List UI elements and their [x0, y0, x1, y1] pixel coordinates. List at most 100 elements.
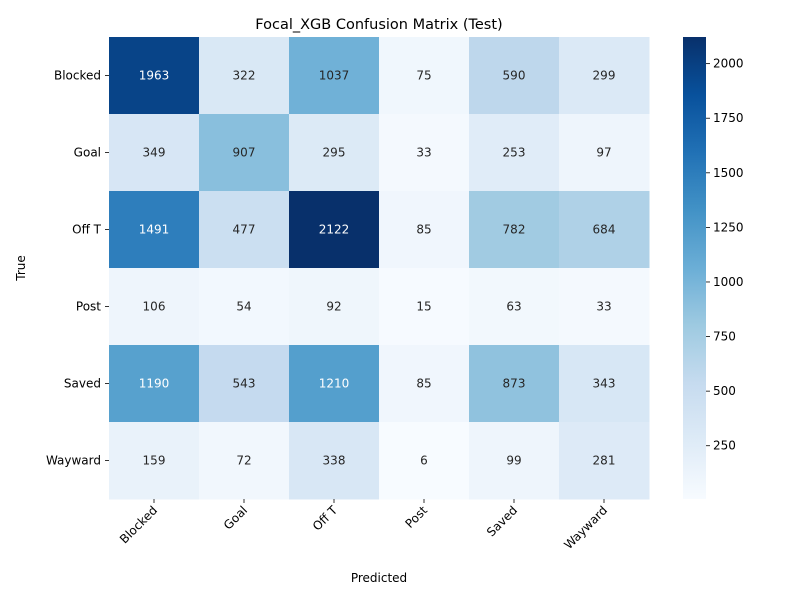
cell-value-label: 349	[143, 146, 166, 160]
x-tick-label: Saved	[484, 503, 520, 539]
cell-value-label: 299	[593, 69, 616, 83]
cell-value-label: 590	[503, 69, 526, 83]
heatmap-cell	[559, 268, 650, 346]
x-tick-label: Blocked	[117, 503, 160, 546]
y-axis-label: True	[14, 255, 28, 282]
y-tick-label: Saved	[64, 377, 101, 391]
x-tick-label: Post	[402, 503, 430, 531]
heatmap-cell	[289, 191, 380, 269]
x-tick-label: Goal	[221, 503, 250, 532]
cell-value-label: 54	[236, 300, 251, 314]
heatmap-cell	[199, 37, 290, 115]
colorbar-gradient	[683, 37, 706, 499]
colorbar-tick-label: 750	[713, 330, 736, 344]
cell-value-label: 281	[593, 454, 616, 468]
heatmap-cell	[469, 345, 560, 423]
heatmap-cell	[289, 268, 380, 346]
colorbar-tick-label: 1000	[713, 275, 744, 289]
x-tick-label: Wayward	[561, 503, 610, 552]
heatmap-cell	[559, 37, 650, 115]
heatmap-cell	[109, 422, 200, 500]
cell-value-label: 782	[503, 223, 526, 237]
heatmap-cell	[379, 37, 470, 115]
cell-value-label: 1190	[139, 377, 170, 391]
heatmap-cell	[109, 345, 200, 423]
cell-value-label: 99	[506, 454, 521, 468]
heatmap-cell	[559, 191, 650, 269]
heatmap-cell	[559, 345, 650, 423]
cell-value-label: 1491	[139, 223, 170, 237]
cell-value-label: 1210	[319, 377, 350, 391]
cell-value-label: 72	[236, 454, 251, 468]
colorbar-tick-label: 1250	[713, 220, 744, 234]
heatmap-cell	[199, 268, 290, 346]
cell-value-label: 295	[323, 146, 346, 160]
heatmap-cell	[379, 114, 470, 192]
colorbar-tick-label: 250	[713, 439, 736, 453]
heatmap-cell	[559, 114, 650, 192]
cell-value-label: 338	[323, 454, 346, 468]
cell-value-label: 15	[416, 300, 431, 314]
colorbar-tick-label: 1500	[713, 166, 744, 180]
cell-value-label: 85	[416, 223, 431, 237]
y-tick-label: Off T	[72, 223, 102, 237]
cell-value-label: 907	[233, 146, 256, 160]
heatmap-cell	[379, 191, 470, 269]
colorbar-tick-label: 500	[713, 384, 736, 398]
cell-value-label: 343	[593, 377, 616, 391]
cell-value-label: 33	[416, 146, 431, 160]
heatmap-cell	[469, 191, 560, 269]
x-tick-label: Off T	[310, 503, 341, 534]
heatmap-cell	[469, 37, 560, 115]
heatmap-cell	[379, 345, 470, 423]
cell-value-label: 6	[420, 454, 428, 468]
heatmap-cell	[199, 422, 290, 500]
cell-value-label: 477	[233, 223, 256, 237]
heatmap-cell	[469, 114, 560, 192]
heatmap-cell	[289, 37, 380, 115]
cell-value-label: 63	[506, 300, 521, 314]
heatmap-cell	[109, 191, 200, 269]
colorbar-tick-label: 2000	[713, 57, 744, 71]
heatmap-cell	[109, 114, 200, 192]
cell-value-label: 1037	[319, 69, 350, 83]
y-tick-label: Blocked	[54, 69, 101, 83]
heatmap-cell	[379, 422, 470, 500]
heatmap-cell	[559, 422, 650, 500]
cell-value-label: 1963	[139, 69, 170, 83]
cell-value-label: 253	[503, 146, 526, 160]
y-tick-label: Goal	[74, 146, 101, 160]
colorbar-tick-label: 1750	[713, 111, 744, 125]
y-axis-ticks: Blocked Goal Off T Post Saved Wayward	[46, 69, 109, 468]
cell-value-label: 97	[596, 146, 611, 160]
y-tick-label: Post	[76, 300, 101, 314]
heatmap-cell	[289, 345, 380, 423]
cell-value-label: 92	[326, 300, 341, 314]
x-axis-ticks: Blocked Goal Off T Post Saved Wayward	[117, 499, 610, 552]
x-axis-label: Predicted	[351, 571, 407, 585]
heatmap-cell	[199, 114, 290, 192]
chart-title: Focal_XGB Confusion Matrix (Test)	[255, 17, 502, 33]
cell-value-label: 85	[416, 377, 431, 391]
heatmap-cells: 1963 322 1037 75 590 299 349 907 295 33 253 97 1491 4…	[109, 37, 650, 500]
y-tick-label: Wayward	[46, 454, 101, 468]
heatmap-cell	[379, 268, 470, 346]
cell-value-label: 33	[596, 300, 611, 314]
heatmap-cell	[469, 422, 560, 500]
cell-value-label: 75	[416, 69, 431, 83]
heatmap-cell	[289, 114, 380, 192]
cell-value-label: 873	[503, 377, 526, 391]
heatmap-cell	[109, 37, 200, 115]
cell-value-label: 684	[593, 223, 616, 237]
cell-value-label: 106	[143, 300, 166, 314]
heatmap-cell	[469, 268, 560, 346]
cell-value-label: 322	[233, 69, 256, 83]
cell-value-label: 543	[233, 377, 256, 391]
heatmap-cell	[199, 345, 290, 423]
cell-value-label: 159	[143, 454, 166, 468]
heatmap-cell	[109, 268, 200, 346]
cell-value-label: 2122	[319, 223, 350, 237]
heatmap-cell	[289, 422, 380, 500]
heatmap-cell	[199, 191, 290, 269]
